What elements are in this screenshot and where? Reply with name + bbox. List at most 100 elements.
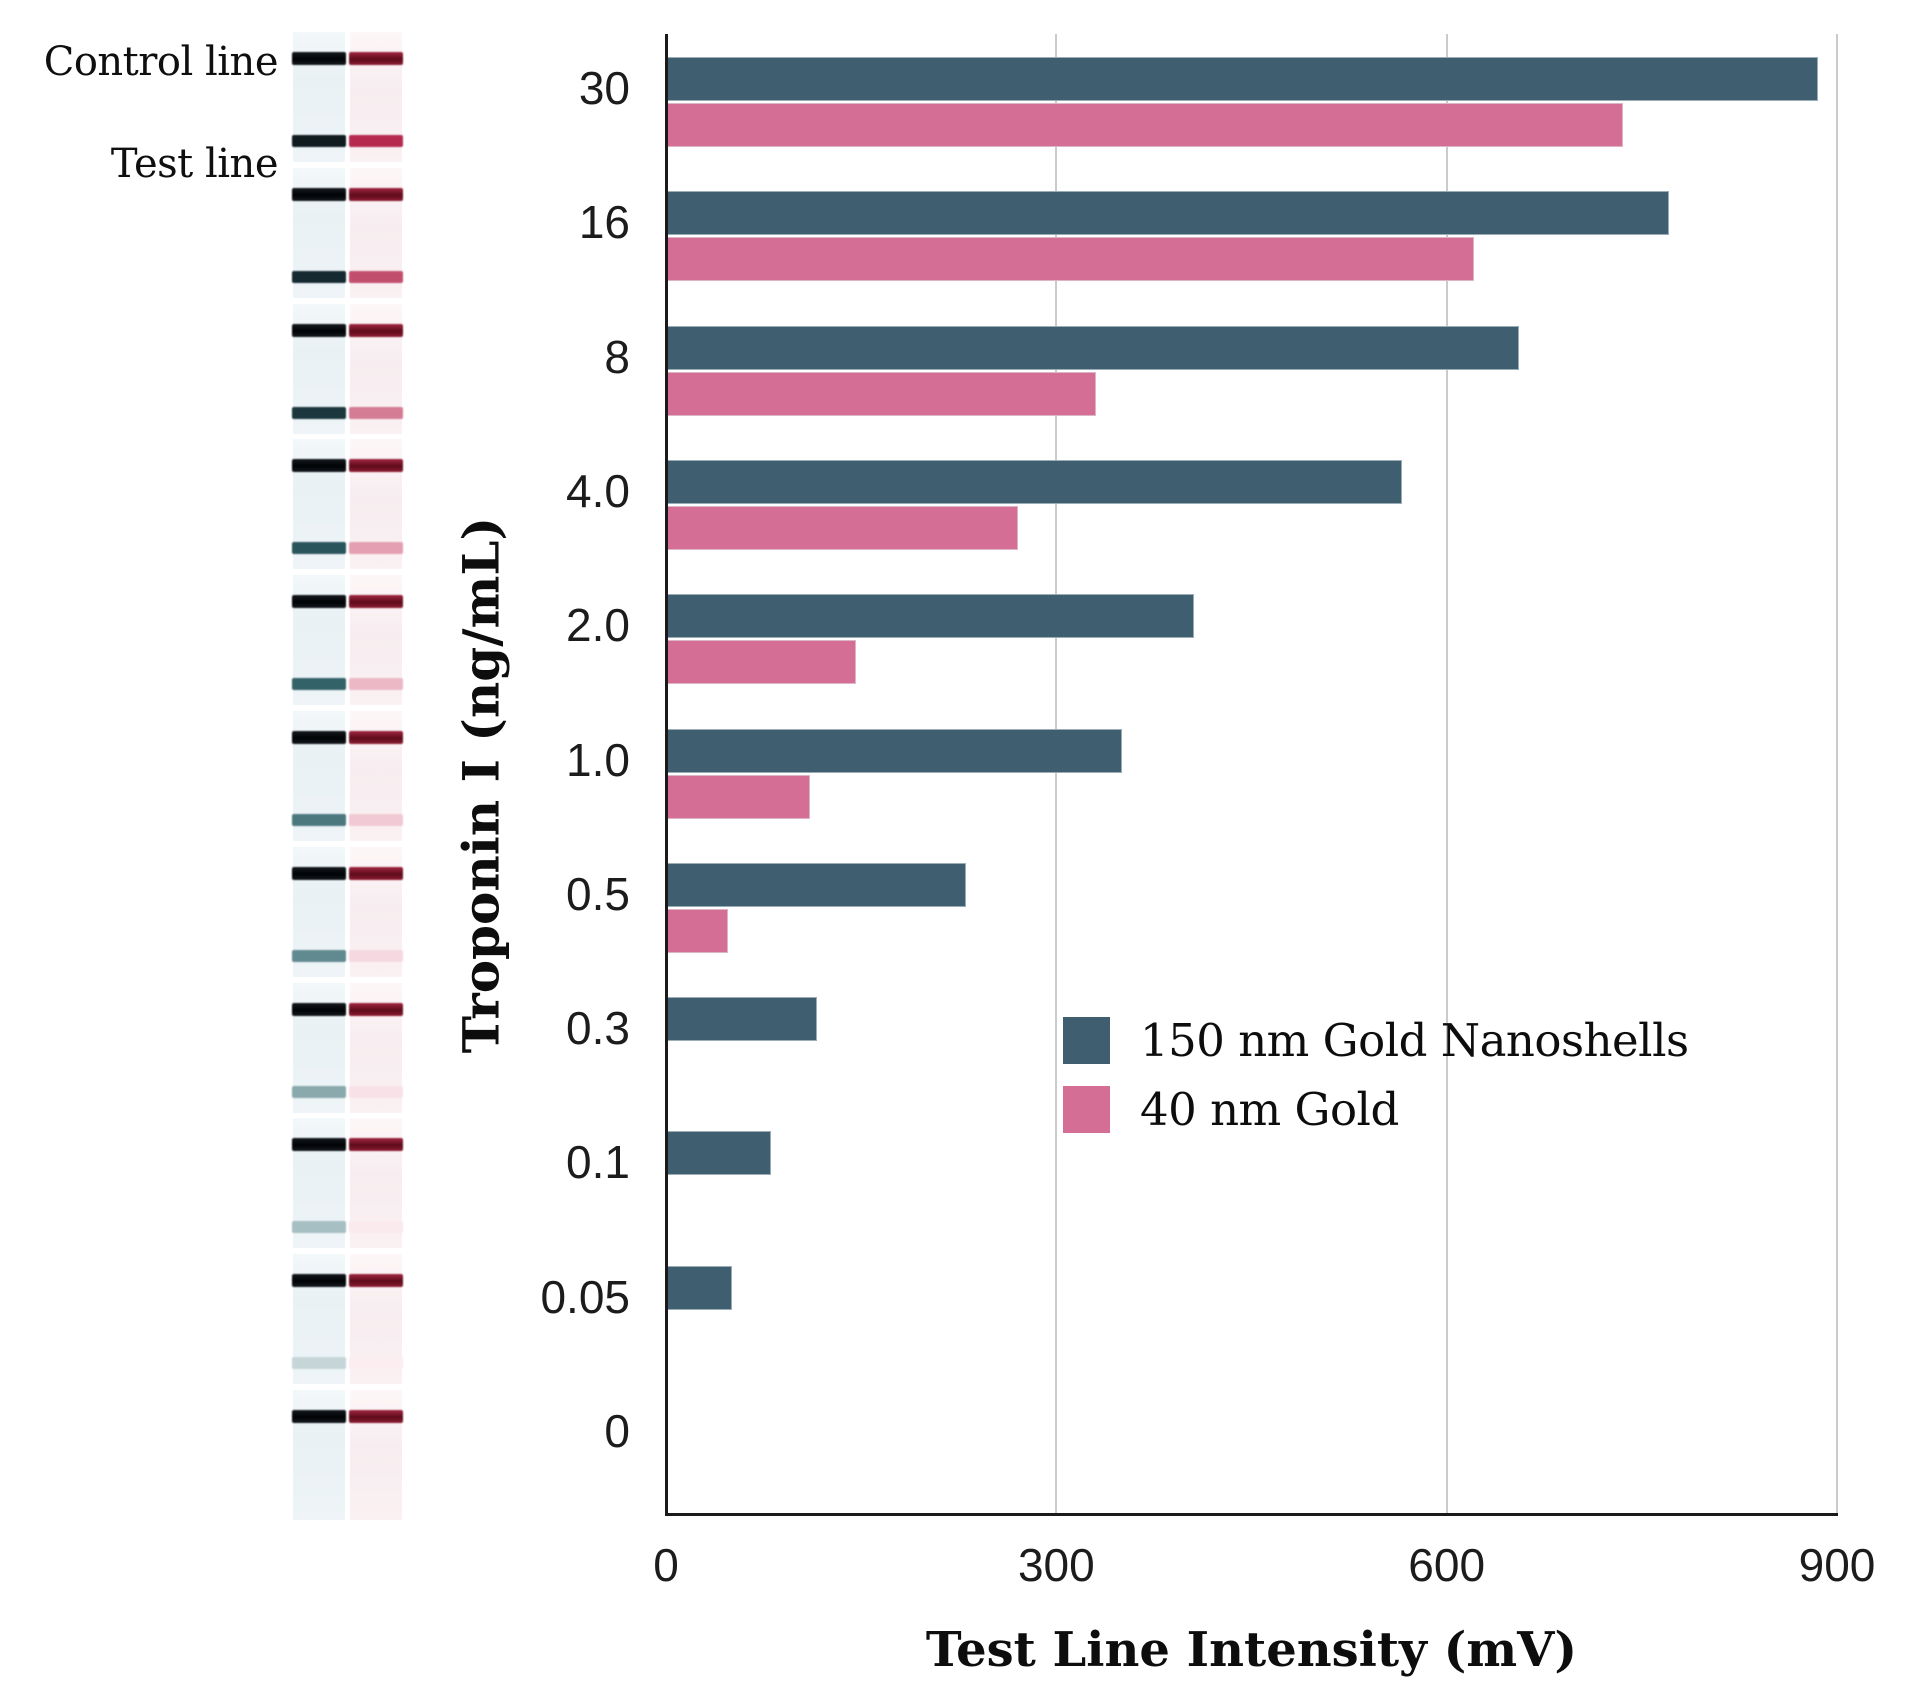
y-tick-label-30: 30 [578, 62, 630, 114]
strip-gold-2.0 [349, 575, 403, 706]
test-line-mark [349, 678, 403, 691]
control-line-mark [292, 1002, 346, 1016]
bar-gold-4.0 [667, 505, 1019, 550]
control-line-mark [349, 52, 403, 65]
bar-nanoshell-1.0 [667, 728, 1123, 773]
test-line-mark [349, 542, 403, 555]
legend-label-nanoshells: 150 nm Gold Nanoshells [1140, 1014, 1689, 1067]
strip-gold-4.0 [349, 439, 403, 570]
bar-gold-0.5 [667, 908, 729, 953]
control-line-mark [349, 1410, 403, 1423]
strip-gold-1.0 [349, 711, 403, 841]
bar-nanoshell-8 [667, 325, 1520, 370]
y-tick-label-0.05: 0.05 [540, 1270, 630, 1323]
test-line-mark [349, 814, 403, 826]
y-tick-label-0.1: 0.1 [566, 1136, 630, 1189]
legend-row-gold: 40 nm Gold [1063, 1083, 1689, 1136]
x-tick-label-600: 600 [1408, 1539, 1486, 1591]
strip-nanoshell-0.3 [292, 982, 346, 1113]
y-tick-label-0.5: 0.5 [566, 867, 630, 920]
bar-nanoshell-0.3 [667, 997, 817, 1042]
bar-gold-8 [667, 371, 1097, 416]
test-line-label: Test line [110, 141, 279, 187]
y-tick-label-4.0: 4.0 [566, 464, 630, 517]
strip-gold-0 [349, 1390, 403, 1520]
test-line-mark [292, 1085, 346, 1098]
control-line-mark [292, 1410, 346, 1423]
test-line-mark [349, 406, 403, 419]
strip-nanoshell-8 [292, 303, 346, 434]
control-line-mark [349, 323, 403, 337]
y-tick-label-0: 0 [604, 1405, 630, 1457]
y-tick-label-16: 16 [578, 196, 630, 249]
strip-nanoshell-0.05 [292, 1254, 346, 1385]
control-line-mark [292, 1274, 346, 1288]
gridline-600 [1445, 34, 1448, 1513]
bar-gold-16 [667, 237, 1474, 282]
test-line-mark [292, 406, 346, 419]
control-line-mark [292, 52, 346, 65]
x-axis-title: Test Line Intensity (mV) [925, 1622, 1578, 1678]
legend-row-nanoshells: 150 nm Gold Nanoshells [1063, 1014, 1689, 1067]
test-line-mark [292, 135, 346, 147]
strip-nanoshell-2.0 [292, 575, 346, 706]
strip-gold-30 [349, 32, 403, 162]
gridline-900 [1836, 34, 1838, 1513]
strip-nanoshell-0.5 [292, 846, 346, 977]
y-tick-label-0.3: 0.3 [566, 1002, 630, 1055]
bar-nanoshell-0.5 [667, 862, 967, 907]
test-line-mark [349, 135, 403, 147]
strip-gold-0.05 [349, 1254, 403, 1385]
axis-x [665, 1513, 1838, 1516]
x-tick-label-0: 0 [653, 1539, 679, 1591]
bar-nanoshell-2.0 [667, 594, 1194, 639]
test-line-mark [292, 949, 346, 962]
control-line-mark [292, 1138, 346, 1152]
control-line-mark [349, 595, 403, 609]
legend: 150 nm Gold Nanoshells 40 nm Gold [1063, 1014, 1689, 1136]
control-line-mark [292, 459, 346, 473]
legend-swatch-nanoshells [1063, 1017, 1110, 1064]
strip-gold-0.1 [349, 1118, 403, 1249]
control-line-label: Control line [43, 39, 279, 85]
strip-nanoshell-16 [292, 167, 346, 298]
strip-gold-0.3 [349, 982, 403, 1113]
test-line-mark [349, 270, 403, 283]
y-axis-title: Troponin I (ng/mL) [451, 516, 511, 1054]
control-line-mark [349, 1002, 403, 1016]
control-line-mark [292, 866, 346, 880]
gridline-300 [1055, 34, 1058, 1513]
control-line-mark [349, 731, 403, 744]
bar-nanoshell-16 [667, 191, 1669, 236]
strip-gold-8 [349, 303, 403, 434]
control-line-mark [292, 323, 346, 337]
legend-label-gold: 40 nm Gold [1140, 1083, 1399, 1136]
strip-nanoshell-0 [292, 1390, 346, 1520]
test-line-mark [292, 814, 346, 826]
legend-swatch-gold [1063, 1086, 1110, 1133]
bar-nanoshell-4.0 [667, 459, 1403, 504]
control-line-mark [349, 459, 403, 473]
strip-nanoshell-30 [292, 32, 346, 162]
y-tick-label-2.0: 2.0 [566, 599, 630, 652]
control-line-mark [349, 1138, 403, 1152]
axis-y [665, 34, 668, 1515]
test-line-mark [349, 1221, 403, 1234]
control-line-mark [349, 187, 403, 201]
strip-nanoshell-1.0 [292, 711, 346, 841]
control-line-mark [292, 187, 346, 201]
x-tick-label-300: 300 [1017, 1539, 1095, 1591]
bar-nanoshell-0.05 [667, 1265, 733, 1310]
y-tick-label-1.0: 1.0 [566, 733, 630, 786]
test-line-mark [349, 1085, 403, 1098]
bar-gold-1.0 [667, 774, 811, 819]
strip-gold-16 [349, 167, 403, 298]
strip-nanoshell-0.1 [292, 1118, 346, 1249]
test-line-mark [292, 1357, 346, 1370]
bar-nanoshell-30 [667, 57, 1819, 101]
strip-nanoshell-4.0 [292, 439, 346, 570]
x-tick-label-900: 900 [1798, 1539, 1876, 1591]
test-line-mark [349, 1357, 403, 1370]
bar-gold-2.0 [667, 640, 856, 685]
